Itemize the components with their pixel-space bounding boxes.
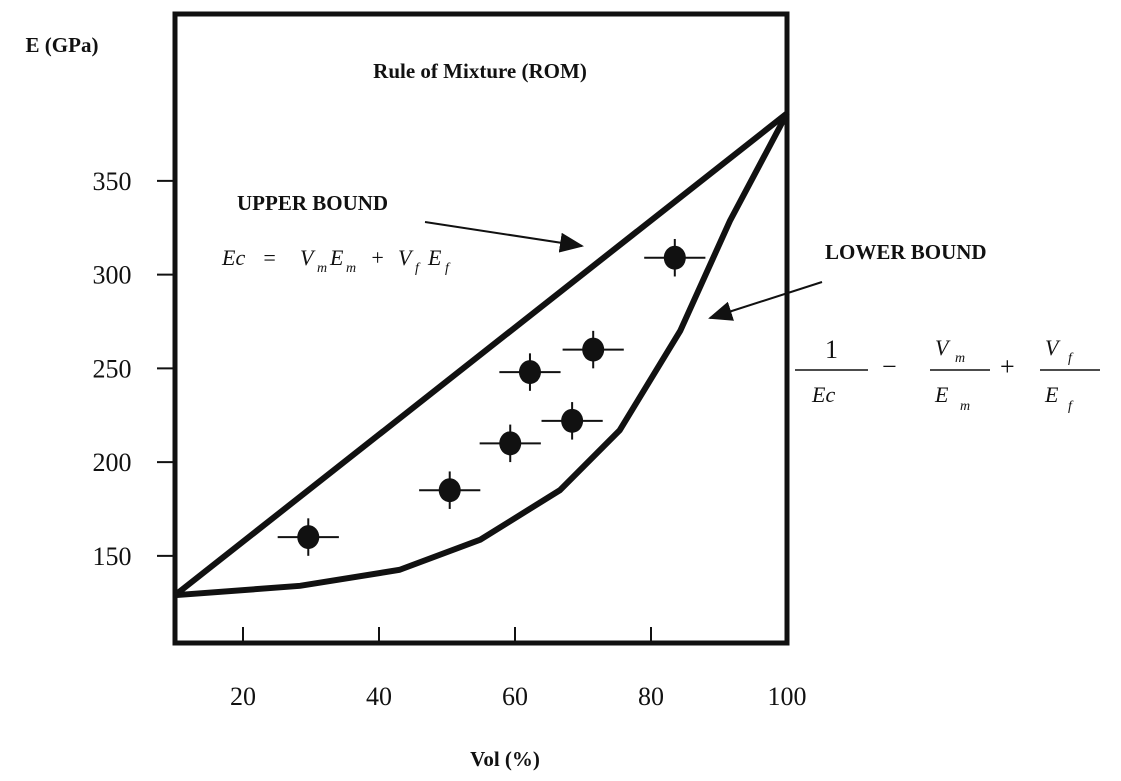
equation-token: f (415, 261, 421, 276)
y-tick-label: 300 (93, 261, 132, 290)
equation-token: E (934, 382, 949, 407)
equation-token: + (1000, 352, 1015, 381)
equation-token: m (955, 351, 965, 366)
data-point (439, 478, 461, 502)
upper-label: UPPER BOUND (237, 191, 388, 215)
bound-line (175, 113, 787, 595)
upper-arrow (425, 222, 582, 246)
x-tick-label: 60 (502, 682, 528, 711)
equation-token: m (317, 261, 327, 276)
y-tick-label: 150 (93, 542, 132, 571)
equation-token: f (445, 261, 451, 276)
equation-token: + (370, 245, 385, 270)
lower-label: LOWER BOUND (825, 240, 987, 264)
equation-token: f (1068, 399, 1074, 414)
equation-token: E (427, 245, 442, 270)
equation-token: E (329, 245, 344, 270)
equation-token: V (398, 245, 414, 270)
data-point (561, 409, 583, 433)
data-point (582, 338, 604, 362)
equation-token: − (882, 352, 897, 381)
x-tick-label: 40 (366, 682, 392, 711)
equation-token: m (346, 261, 356, 276)
y-tick-label: 350 (93, 167, 132, 196)
y-tick-label: 200 (93, 448, 132, 477)
data-point (297, 525, 319, 549)
x-axis-label: Vol (%) (470, 747, 540, 771)
plot-frame (175, 14, 787, 643)
x-tick-label: 20 (230, 682, 256, 711)
equation-token: E (1044, 382, 1059, 407)
equation-token: Ec (221, 245, 245, 270)
chart: Rule of Mixture (ROM) E (GPa) Vol (%) UP… (0, 0, 1121, 776)
chart-title: Rule of Mixture (ROM) (373, 59, 587, 83)
data-point (664, 246, 686, 270)
lower-arrow (710, 282, 822, 318)
equation-token: f (1068, 351, 1074, 366)
equation-token: m (960, 399, 970, 414)
equation-token: 1 (825, 335, 838, 364)
y-tick-label: 250 (93, 354, 132, 383)
equation-token: V (300, 245, 316, 270)
data-point (499, 431, 521, 455)
equation-token: V (935, 335, 951, 360)
y-axis-label: E (GPa) (26, 33, 99, 57)
equation-token: Ec (811, 382, 835, 407)
x-tick-label: 80 (638, 682, 664, 711)
equation-token: V (1045, 335, 1061, 360)
equation-token: = (262, 245, 277, 270)
data-point (519, 360, 541, 384)
x-tick-label: 100 (768, 682, 807, 711)
